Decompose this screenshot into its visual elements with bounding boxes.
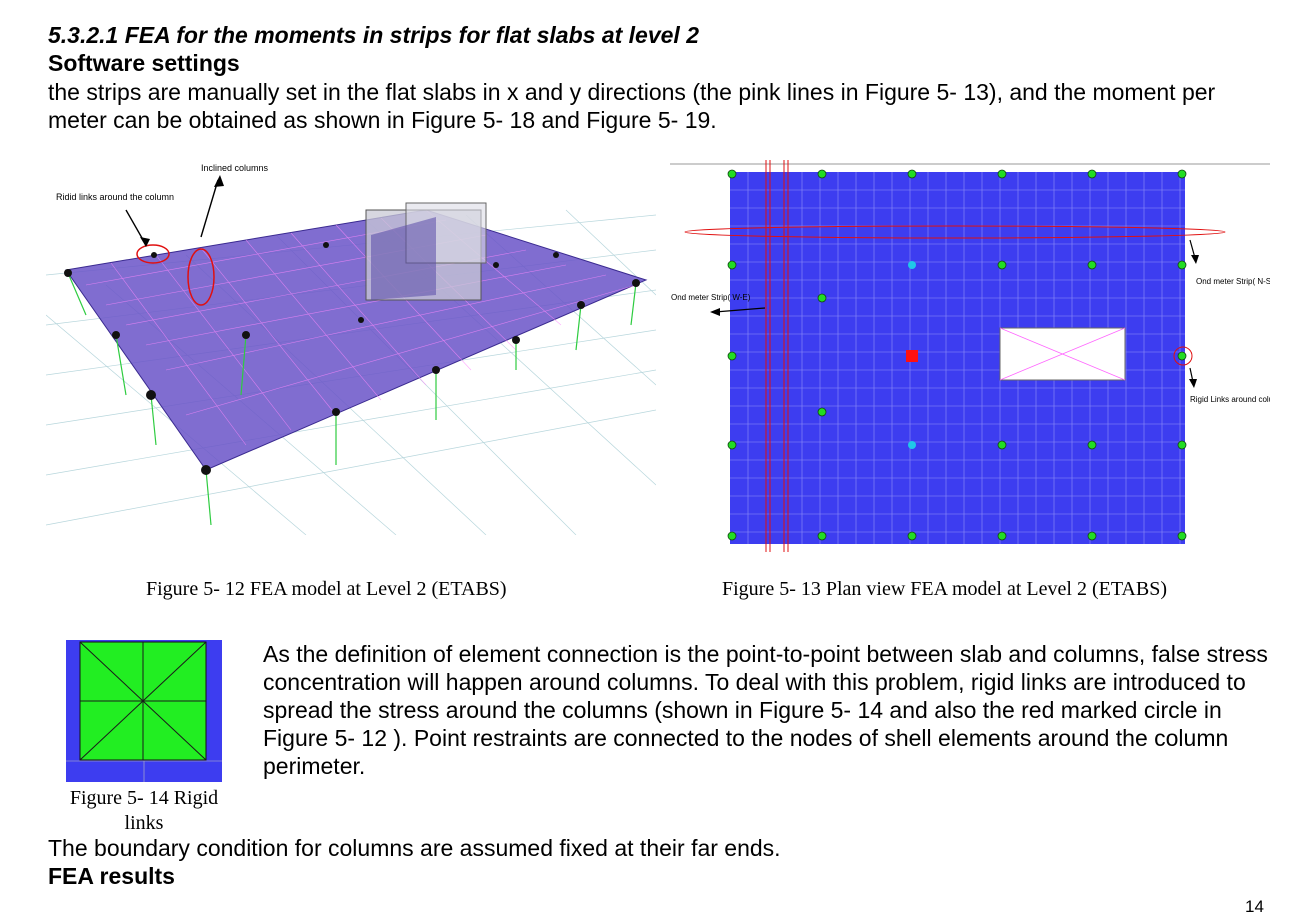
figure-12-3d-model: Ridid links around the column Inclined c… xyxy=(46,163,656,535)
fea-results-heading: FEA results xyxy=(48,863,175,889)
strip-ns-label: Ond meter Strip( N-S) xyxy=(1196,277,1270,286)
rigid-link-marker xyxy=(136,244,170,264)
rigid-links-paragraph: As the definition of element connection … xyxy=(263,641,1268,779)
figure-13-plan-view: Ond meter Strip( W-E) Ond meter Strip( N… xyxy=(670,160,1270,552)
columns xyxy=(67,272,637,526)
plan-rigid-links-label: Rigid Links around column perimeter xyxy=(1190,395,1270,404)
figure-12-caption: Figure 5- 12 FEA model at Level 2 (ETABS… xyxy=(146,578,507,600)
figure-14-rigid-links xyxy=(66,640,222,782)
inclined-column-marker xyxy=(187,248,215,306)
rigid-links-label: Ridid links around the column xyxy=(56,192,174,202)
slab xyxy=(65,209,648,471)
strip-lines xyxy=(684,160,1226,552)
boundary-condition-paragraph: The boundary condition for columns are a… xyxy=(48,835,781,861)
building-core xyxy=(365,202,487,301)
intro-paragraph: the strips are manually set in the flat … xyxy=(48,79,1216,133)
figure-14-caption: Figure 5- 14 Rigid links xyxy=(69,787,219,834)
page-number: 14 xyxy=(1245,897,1264,916)
plan-nodes xyxy=(727,169,1187,541)
column-nodes xyxy=(64,242,640,475)
rigid-link-lines xyxy=(79,641,207,761)
inclined-columns-label: Inclined columns xyxy=(201,163,269,173)
figure-13-caption: Figure 5- 13 Plan view FEA model at Leve… xyxy=(722,578,1167,600)
strip-we-label: Ond meter Strip( W-E) xyxy=(671,293,751,302)
section-heading: 5.3.2.1 FEA for the moments in strips fo… xyxy=(48,22,700,48)
software-settings-heading: Software settings xyxy=(48,50,240,76)
